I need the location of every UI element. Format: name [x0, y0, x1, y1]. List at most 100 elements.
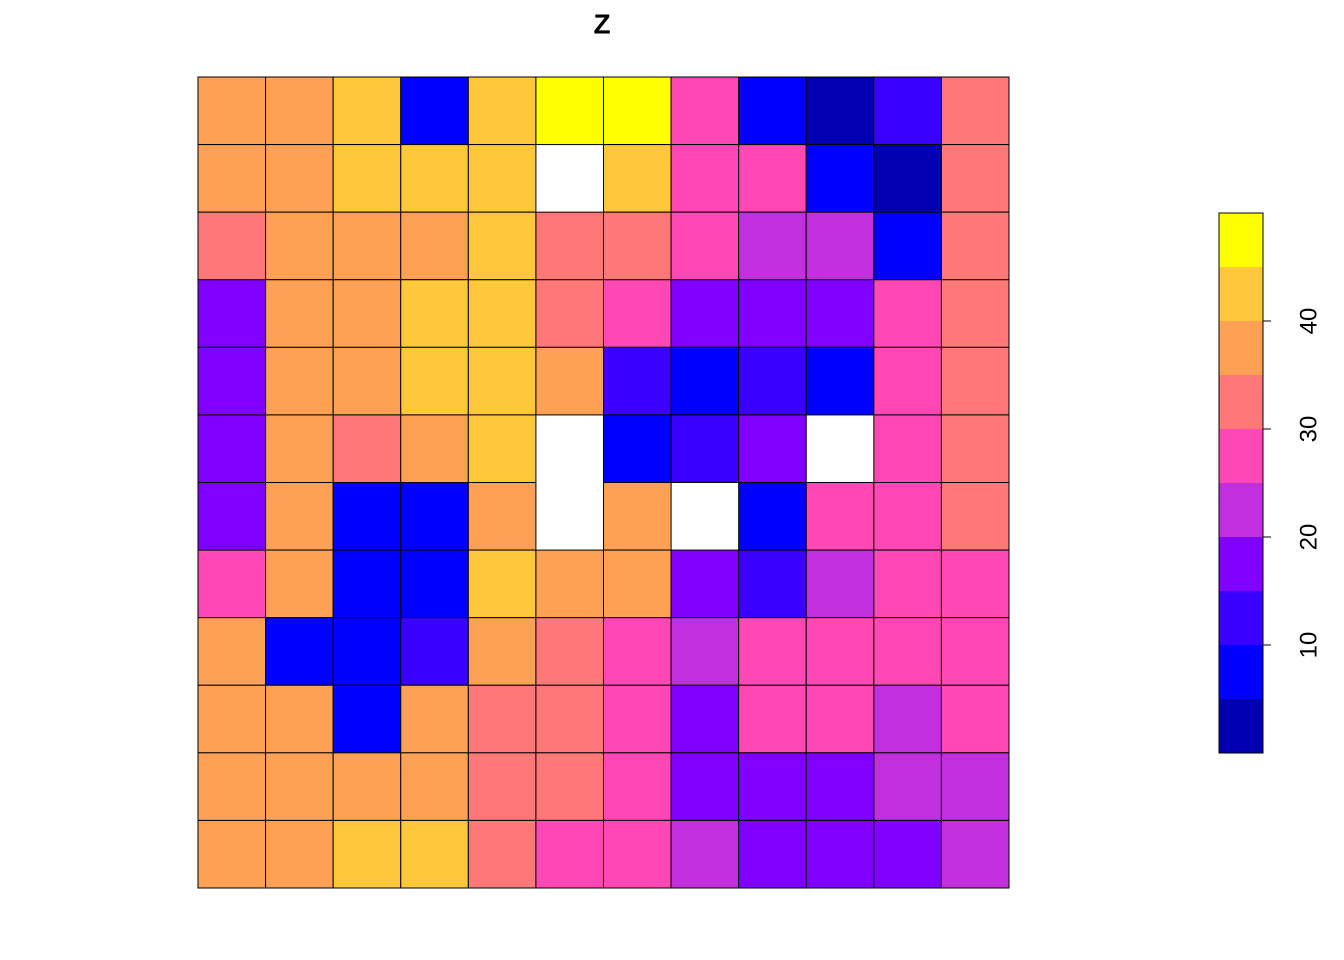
- map-cell: [332, 482, 402, 551]
- map-cell: [940, 752, 1010, 821]
- legend-bin: [1219, 645, 1263, 699]
- map-cell: [603, 752, 672, 821]
- map-cell: [603, 144, 672, 213]
- map-cell: [197, 482, 267, 551]
- map-cell: [197, 144, 267, 213]
- map-cell: [670, 752, 740, 821]
- map-cell: [332, 549, 402, 619]
- map-cell: [535, 684, 605, 754]
- map-cell: [805, 752, 875, 821]
- map-cell: [738, 279, 807, 348]
- map-cell: [400, 76, 469, 146]
- map-cell: [265, 549, 334, 619]
- map-cell: [940, 76, 1010, 146]
- map-cell: [670, 414, 740, 483]
- map-cell: [197, 76, 267, 146]
- map-cell: [738, 617, 807, 686]
- map-cell: [400, 414, 469, 483]
- legend-bin: [1219, 483, 1263, 537]
- map-cell: [197, 346, 267, 416]
- map-cell: [603, 346, 672, 416]
- map-cell: [940, 684, 1010, 754]
- map-cell: [805, 684, 875, 754]
- map-cell: [467, 752, 537, 821]
- map-cell: [265, 76, 334, 146]
- map-cell: [197, 617, 267, 686]
- map-cell: [940, 279, 1010, 348]
- map-cell: [400, 752, 469, 821]
- map-cell: [400, 549, 469, 619]
- map-cell: [603, 211, 672, 281]
- map-cell: [805, 819, 875, 889]
- map-cell: [400, 144, 469, 213]
- map-cell: [940, 819, 1010, 889]
- map-cell: [940, 211, 1010, 281]
- map-cell: [738, 346, 807, 416]
- map-cell: [873, 76, 942, 146]
- map-cell: [535, 211, 605, 281]
- map-cell: [873, 346, 942, 416]
- map-cell: [197, 211, 267, 281]
- map-cell: [535, 279, 605, 348]
- map-cell: [332, 414, 402, 483]
- map-cell: [535, 617, 605, 686]
- map-cell: [603, 684, 672, 754]
- map-cell: [332, 752, 402, 821]
- map-cell: [467, 617, 537, 686]
- map-cell: [603, 414, 672, 483]
- map-cell: [400, 211, 469, 281]
- map-cell: [738, 752, 807, 821]
- map-cell: [603, 617, 672, 686]
- map-cell: [535, 346, 605, 416]
- map-cell: [197, 752, 267, 821]
- map-cell: [670, 279, 740, 348]
- map-cell: [467, 144, 537, 213]
- map-cell: [873, 752, 942, 821]
- map-cell: [670, 76, 740, 146]
- map-cell: [670, 549, 740, 619]
- legend-bin: [1219, 213, 1263, 267]
- map-cell: [332, 819, 402, 889]
- map-cell: [467, 482, 537, 551]
- map-cell: [265, 211, 334, 281]
- map-title: Z: [593, 8, 610, 39]
- map-cell: [805, 144, 875, 213]
- map-cell: [603, 819, 672, 889]
- map-cell: [400, 346, 469, 416]
- map-cell: [332, 144, 402, 213]
- map-cell: [805, 549, 875, 619]
- map-cell: [197, 819, 267, 889]
- map-cell: [670, 819, 740, 889]
- map-cell: [738, 549, 807, 619]
- map-cell: [400, 279, 469, 348]
- map-cell: [873, 211, 942, 281]
- map-cell: [603, 482, 672, 551]
- map-cell: [197, 549, 267, 619]
- map-cell: [535, 819, 605, 889]
- legend-bin: [1219, 375, 1263, 429]
- map-cell: [670, 684, 740, 754]
- map-cell: [873, 144, 942, 213]
- map-cell: [738, 684, 807, 754]
- map-cell: [670, 211, 740, 281]
- map-cell: [805, 482, 875, 551]
- map-cell: [940, 617, 1010, 686]
- legend-tick-label: 30: [1295, 416, 1322, 443]
- map-cell: [265, 819, 334, 889]
- map-cell: [873, 617, 942, 686]
- map-cell: [873, 482, 942, 551]
- map-cell: [265, 752, 334, 821]
- map-cell: [467, 819, 537, 889]
- map-cell: [467, 76, 537, 146]
- map-cell: [535, 549, 605, 619]
- map-cell: [197, 279, 267, 348]
- map-cell: [670, 617, 740, 686]
- legend-bin: [1219, 267, 1263, 321]
- map-cell: [738, 414, 807, 483]
- map-cell: [467, 211, 537, 281]
- map-cell: [940, 144, 1010, 213]
- map-cell: [603, 279, 672, 348]
- map-cell: [603, 549, 672, 619]
- map-cell: [332, 279, 402, 348]
